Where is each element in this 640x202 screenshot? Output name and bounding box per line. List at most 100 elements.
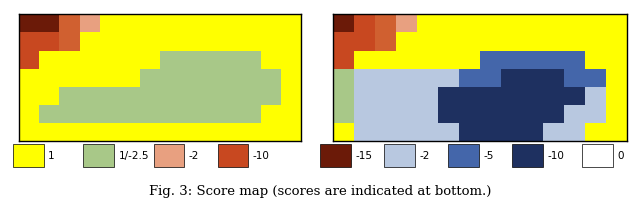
Bar [79, 87, 100, 105]
Bar [417, 105, 438, 123]
Bar [501, 50, 522, 69]
Bar [140, 123, 160, 141]
Bar [160, 87, 180, 105]
Bar [100, 123, 120, 141]
Bar [120, 123, 140, 141]
Bar [606, 14, 627, 32]
Bar [543, 69, 564, 87]
Bar [180, 50, 200, 69]
Bar [543, 32, 564, 50]
Bar [19, 14, 39, 32]
Bar [120, 105, 140, 123]
Bar [522, 69, 543, 87]
Text: 0: 0 [618, 150, 624, 161]
Bar [522, 123, 543, 141]
Bar [354, 32, 375, 50]
Bar [19, 69, 39, 87]
Bar [480, 87, 501, 105]
Bar [522, 32, 543, 50]
Bar [375, 69, 396, 87]
Bar [564, 32, 585, 50]
Bar [354, 50, 375, 69]
Bar [438, 14, 459, 32]
Bar [480, 69, 501, 87]
Bar [501, 105, 522, 123]
Bar [459, 69, 480, 87]
Bar [83, 144, 114, 167]
Bar [19, 50, 39, 69]
Bar [333, 105, 354, 123]
Bar [543, 87, 564, 105]
Bar [438, 32, 459, 50]
Bar [140, 50, 160, 69]
Text: -10: -10 [547, 150, 564, 161]
Bar [241, 87, 260, 105]
Bar [438, 50, 459, 69]
Bar [281, 69, 301, 87]
Bar [606, 50, 627, 69]
Bar [60, 32, 79, 50]
Text: -2: -2 [419, 150, 429, 161]
Bar [564, 50, 585, 69]
Bar [154, 144, 184, 167]
Bar [160, 50, 180, 69]
Bar [543, 14, 564, 32]
Bar [100, 105, 120, 123]
Bar [396, 105, 417, 123]
Bar [60, 87, 79, 105]
Bar [260, 14, 281, 32]
Bar [396, 32, 417, 50]
Bar [241, 32, 260, 50]
Bar [260, 105, 281, 123]
Bar [140, 14, 160, 32]
Bar [180, 105, 200, 123]
Bar [375, 50, 396, 69]
Bar [417, 87, 438, 105]
Bar [100, 87, 120, 105]
Bar [19, 105, 39, 123]
Bar [79, 32, 100, 50]
Bar [459, 50, 480, 69]
Bar [522, 105, 543, 123]
Bar [241, 105, 260, 123]
Bar [417, 123, 438, 141]
Bar [522, 14, 543, 32]
Bar [480, 14, 501, 32]
Bar [606, 105, 627, 123]
Bar [260, 32, 281, 50]
Bar [200, 14, 220, 32]
Bar [120, 32, 140, 50]
Bar [281, 105, 301, 123]
Bar [480, 50, 501, 69]
Bar [396, 87, 417, 105]
Bar [480, 123, 501, 141]
Bar [281, 32, 301, 50]
Bar [200, 123, 220, 141]
Bar [241, 50, 260, 69]
Bar [220, 105, 241, 123]
Bar [39, 87, 60, 105]
Bar [218, 144, 248, 167]
Bar [79, 50, 100, 69]
Bar [417, 50, 438, 69]
Bar [582, 144, 613, 167]
Bar [564, 105, 585, 123]
Bar [459, 32, 480, 50]
Bar [260, 87, 281, 105]
Text: 1: 1 [48, 150, 54, 161]
Text: -5: -5 [483, 150, 493, 161]
Bar [501, 123, 522, 141]
Bar [180, 69, 200, 87]
Bar [564, 14, 585, 32]
Bar [333, 14, 354, 32]
Text: -15: -15 [355, 150, 372, 161]
Bar [180, 87, 200, 105]
Bar [438, 87, 459, 105]
Bar [220, 87, 241, 105]
Bar [79, 14, 100, 32]
Bar [100, 32, 120, 50]
Bar [160, 123, 180, 141]
Bar [180, 123, 200, 141]
Bar [375, 105, 396, 123]
Bar [606, 32, 627, 50]
